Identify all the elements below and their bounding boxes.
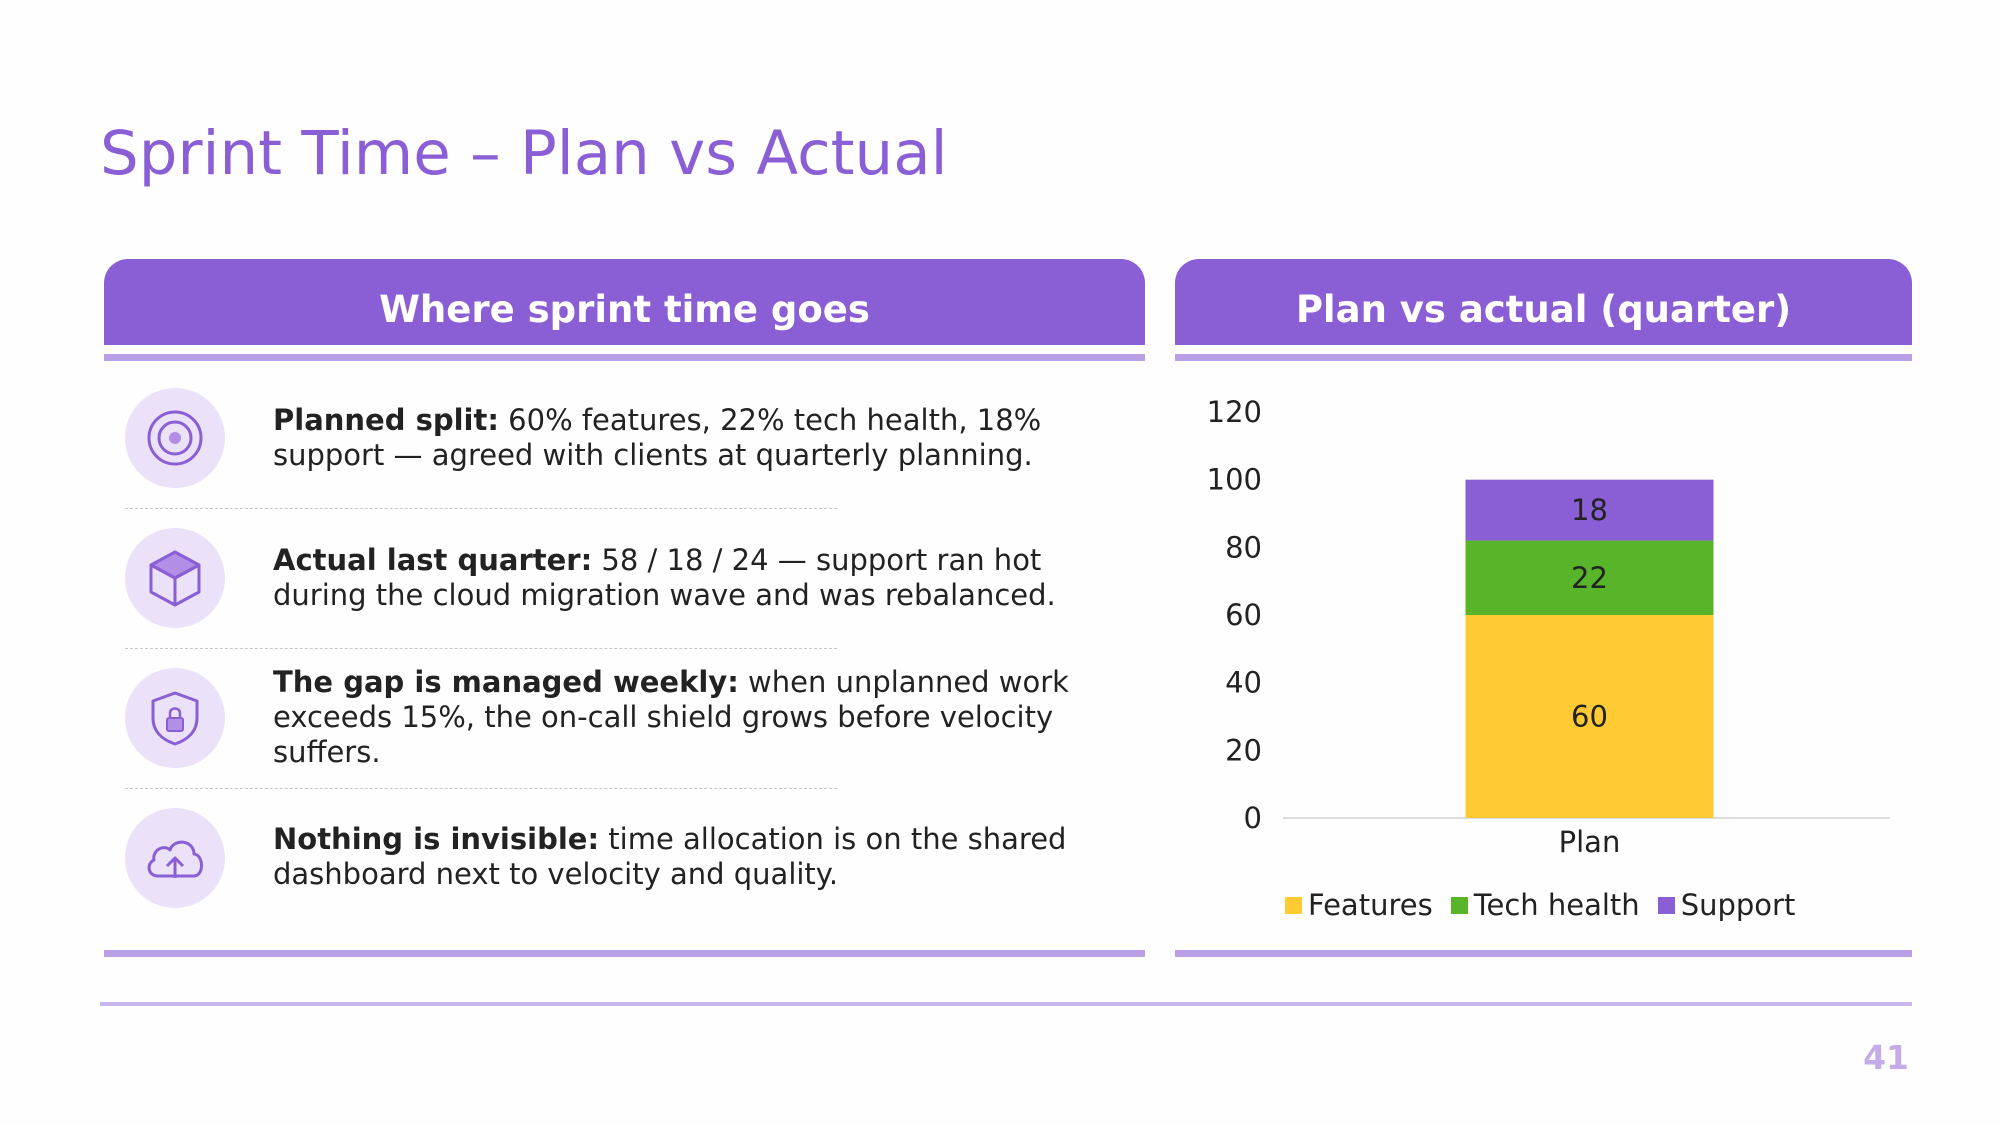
- legend-label: Features: [1308, 888, 1433, 922]
- item-description: time allocation is on the shared dashboa…: [273, 822, 1067, 891]
- right-panel-top-rule: [1175, 354, 1912, 361]
- item-bold-label: The gap is managed weekly:: [273, 665, 739, 699]
- item-divider: [125, 508, 837, 509]
- item-description: when unplanned work exceeds 15%, the on-…: [273, 665, 1069, 769]
- y-tick-label: 40: [1225, 666, 1262, 700]
- item-divider: [125, 788, 837, 789]
- left-panel-top-rule: [104, 354, 1145, 361]
- cloud-upload-icon: [125, 808, 225, 908]
- list-item: The gap is managed weekly: when unplanne…: [273, 665, 1093, 770]
- shield-lock-icon: [125, 668, 225, 768]
- y-tick-label: 60: [1225, 598, 1262, 632]
- item-divider: [125, 648, 837, 649]
- list-item: Nothing is invisible: time allocation is…: [273, 822, 1093, 892]
- x-tick-label: Plan: [1559, 825, 1621, 859]
- legend-item: Tech health: [1450, 888, 1640, 922]
- data-label: 60: [1571, 700, 1608, 734]
- right-panel-bottom-rule: [1175, 950, 1912, 957]
- item-bold-label: Actual last quarter:: [273, 543, 593, 577]
- cube-icon: [125, 528, 225, 628]
- item-description: 58 / 18 / 24 — support ran hot during th…: [273, 543, 1056, 612]
- legend-swatch: [1450, 896, 1468, 914]
- legend-item: Features: [1285, 888, 1433, 922]
- data-label: 18: [1571, 493, 1608, 527]
- y-tick-label: 20: [1225, 733, 1262, 767]
- bar-segment-features: [1465, 615, 1714, 818]
- list-item: Actual last quarter: 58 / 18 / 24 — supp…: [273, 543, 1093, 613]
- page-number: 41: [1863, 1038, 1909, 1077]
- right-panel-header: Plan vs actual (quarter): [1175, 259, 1912, 345]
- left-panel-bottom-rule: [104, 950, 1145, 957]
- legend-item: Support: [1657, 888, 1796, 922]
- item-bold-label: Planned split:: [273, 403, 499, 437]
- item-description: 60% features, 22% tech health, 18% suppo…: [273, 403, 1042, 472]
- chart-legend: Features Tech health Support: [1285, 888, 1795, 922]
- legend-label: Support: [1680, 888, 1796, 922]
- legend-label: Tech health: [1473, 888, 1640, 922]
- data-label: 22: [1571, 561, 1608, 595]
- legend-swatch: [1657, 896, 1675, 914]
- bar-segment-tech-health: [1465, 540, 1714, 615]
- slide-title: Sprint Time – Plan vs Actual: [100, 118, 948, 189]
- legend-swatch: [1285, 896, 1302, 914]
- left-panel-header-label: Where sprint time goes: [379, 287, 870, 331]
- item-bold-label: Nothing is invisible:: [273, 822, 600, 856]
- right-panel-header-label: Plan vs actual (quarter): [1295, 287, 1792, 331]
- y-tick-label: 100: [1207, 463, 1262, 497]
- bar-segment-support: [1465, 479, 1714, 541]
- stacked-bar-chart: 0 20 40 60 80 100 120 60 22 18 Plan: [1207, 395, 1890, 859]
- y-tick-label: 120: [1207, 395, 1262, 429]
- y-tick-label: 80: [1225, 530, 1262, 564]
- target-icon: [125, 388, 225, 488]
- y-tick-label: 0: [1244, 801, 1262, 835]
- footer-rule: [100, 1002, 1912, 1006]
- list-item: Planned split: 60% features, 22% tech he…: [273, 403, 1093, 473]
- left-panel-header: Where sprint time goes: [104, 259, 1145, 345]
